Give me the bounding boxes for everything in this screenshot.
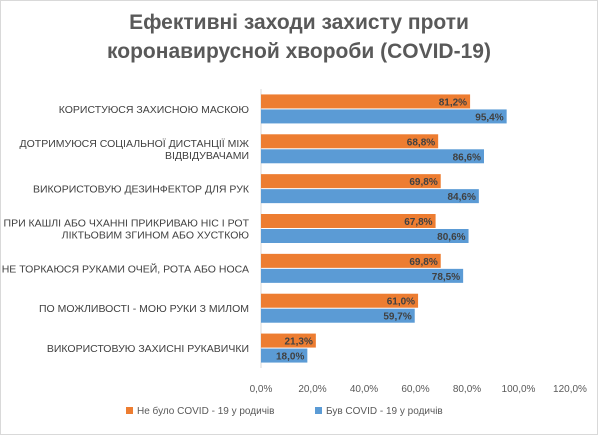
bar-no-covid-relatives <box>261 333 316 348</box>
legend-label-covid: Був COVID - 19 у родичів <box>326 406 443 417</box>
x-tick-label: 20,0% <box>298 384 326 395</box>
data-label: 69,8% <box>409 257 437 268</box>
data-label: 84,6% <box>447 192 475 203</box>
bar-no-covid-relatives <box>261 174 441 189</box>
x-tick-label: 40,0% <box>350 384 378 395</box>
category-label: ВИКОРИСТОВУЮ ЗАХИСНІ РУКАВИЧКИ <box>47 343 249 355</box>
x-tick-label: 0,0% <box>250 384 273 395</box>
category-label: ПО МОЖЛИВОСТІ - МОЮ РУКИ З МИЛОМ <box>39 303 249 315</box>
bar-no-covid-relatives <box>261 293 419 308</box>
legend-swatch-covid <box>315 407 322 414</box>
chart-title: Ефективні заходи захисту проти коронавир… <box>0 8 598 66</box>
chart-title-line-2: коронавирусной хвороби (COVID-19) <box>107 40 491 63</box>
bar-covid-relatives <box>261 308 415 323</box>
data-label: 69,8% <box>409 177 437 188</box>
category-label: ДОТРИМУЮСЯ СОЦІАЛЬНОЇ ДИСТАНЦІЇ МІЖ <box>20 138 250 150</box>
category-label: ВИКОРИСТОВУЮ ДЕЗИНФЕКТОР ДЛЯ РУК <box>33 184 250 196</box>
chart-title-line-1: Ефективні заходи захисту проти <box>129 11 469 34</box>
category-label: КОРИСТУЮСЯ ЗАХИСНОЮ МАСКОЮ <box>59 104 250 116</box>
data-label: 21,3% <box>284 337 312 348</box>
category-label: НЕ ТОРКАЮСЯ РУКАМИ ОЧЕЙ, РОТА АБО НОСА <box>2 262 249 275</box>
bar-no-covid-relatives <box>261 214 436 228</box>
data-label: 86,6% <box>453 152 481 163</box>
x-tick-label: 80,0% <box>453 384 481 395</box>
data-label: 95,4% <box>475 112 503 123</box>
bar-covid-relatives <box>261 268 464 283</box>
x-tick-label: 120,0% <box>553 384 587 395</box>
x-tick-label: 100,0% <box>502 384 536 395</box>
bar-no-covid-relatives <box>261 253 441 268</box>
data-label: 81,2% <box>439 97 467 108</box>
bar-no-covid-relatives <box>261 134 439 149</box>
category-label: ВІДВІДУВАЧАМИ <box>165 150 249 162</box>
bar-covid-relatives <box>261 348 308 363</box>
data-label: 68,8% <box>407 137 435 148</box>
x-tick-label: 60,0% <box>401 384 429 395</box>
legend-swatch-no-covid <box>126 407 133 414</box>
data-label: 78,5% <box>432 272 460 283</box>
data-label: 67,8% <box>404 217 432 228</box>
bar-covid-relatives <box>261 149 484 164</box>
category-label: ПРИ КАШЛІ АБО ЧХАННІ ПРИКРИВАЮ НІС І РОТ <box>4 218 250 230</box>
data-label: 61,0% <box>387 297 415 308</box>
bar-covid-relatives <box>261 109 507 124</box>
data-label: 80,6% <box>437 232 465 243</box>
bar-no-covid-relatives <box>261 94 471 109</box>
bar-covid-relatives <box>261 189 479 204</box>
bar-covid-relatives <box>261 229 469 243</box>
data-label: 59,7% <box>383 312 411 323</box>
data-label: 18,0% <box>276 352 304 363</box>
category-label: ЛІКТЬОВИМ ЗГИНОМ АБО ХУСТКОЮ <box>62 230 250 242</box>
legend-label-no-covid: Не було COVID - 19 у родичів <box>137 405 274 417</box>
